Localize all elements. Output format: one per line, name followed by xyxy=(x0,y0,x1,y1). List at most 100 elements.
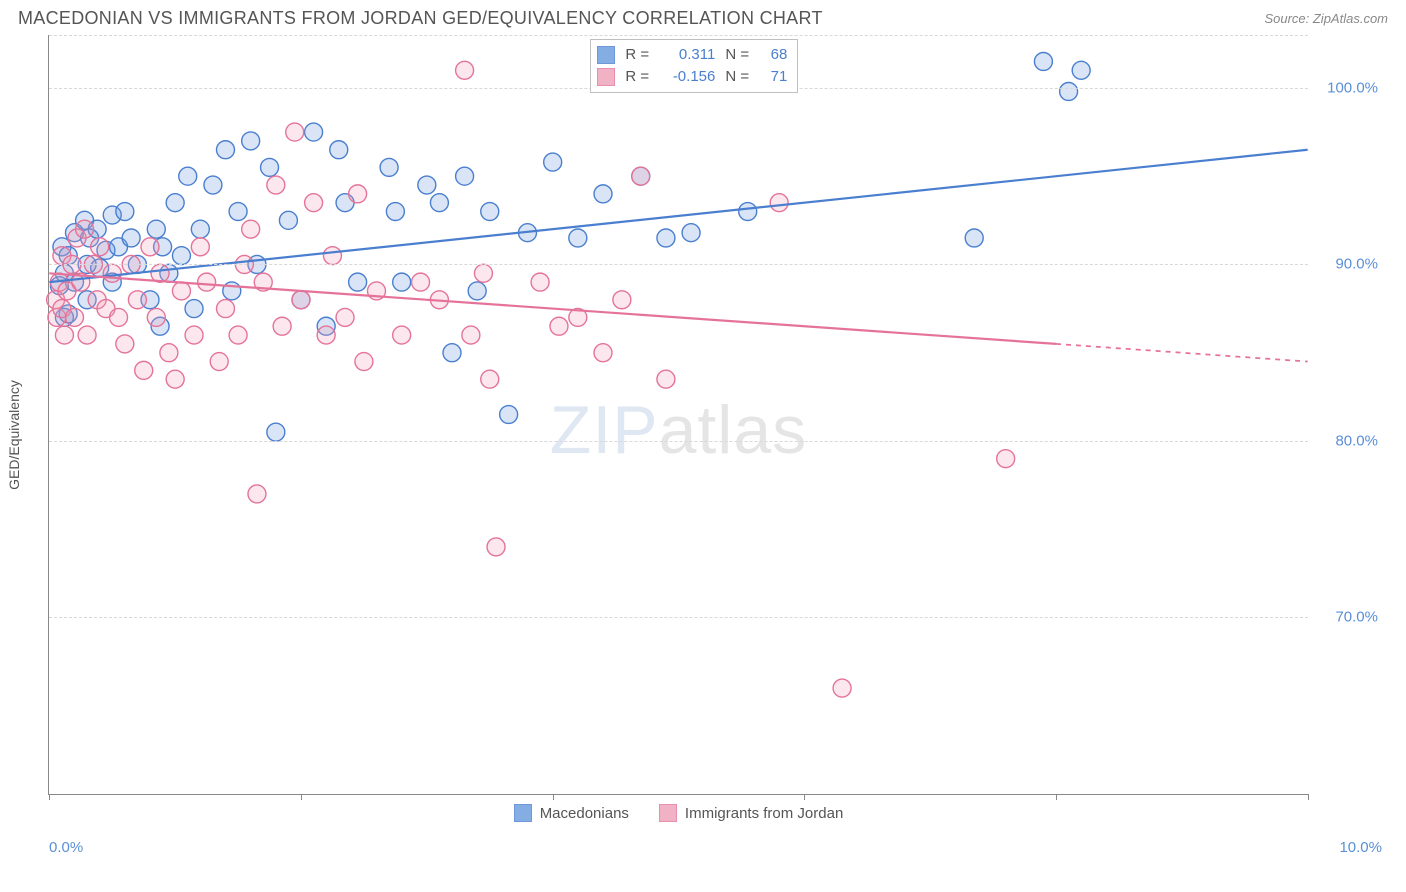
data-point-macedonians xyxy=(185,300,203,318)
data-point-jordan xyxy=(613,291,631,309)
data-point-jordan xyxy=(185,326,203,344)
legend-item-macedonians: Macedonians xyxy=(514,804,629,822)
data-point-jordan xyxy=(198,273,216,291)
data-point-jordan xyxy=(456,61,474,79)
data-point-jordan xyxy=(76,220,94,238)
x-tick-label-left: 0.0% xyxy=(49,839,83,856)
data-point-jordan xyxy=(833,679,851,697)
y-axis-label: GED/Equivalency xyxy=(6,380,22,490)
data-point-jordan xyxy=(462,326,480,344)
data-point-macedonians xyxy=(122,229,140,247)
data-point-macedonians xyxy=(242,132,260,150)
x-tick-mark xyxy=(804,794,805,800)
data-point-macedonians xyxy=(468,282,486,300)
correlation-legend-row-2: R = -0.156 N = 71 xyxy=(597,66,787,88)
data-point-macedonians xyxy=(500,406,518,424)
swatch-jordan-icon xyxy=(659,804,677,822)
data-point-macedonians xyxy=(349,273,367,291)
plot-area: ZIPatlas R = 0.311 N = 68 R = -0.156 N =… xyxy=(48,35,1308,795)
data-point-jordan xyxy=(103,264,121,282)
data-point-jordan xyxy=(997,450,1015,468)
r-value-jordan: -0.156 xyxy=(661,66,715,88)
data-point-jordan xyxy=(292,291,310,309)
data-point-macedonians xyxy=(267,423,285,441)
data-point-macedonians xyxy=(544,153,562,171)
y-tick-label: 90.0% xyxy=(1318,256,1378,273)
data-point-jordan xyxy=(248,485,266,503)
swatch-macedonians xyxy=(597,46,615,64)
data-point-jordan xyxy=(191,238,209,256)
data-point-jordan xyxy=(412,273,430,291)
data-point-macedonians xyxy=(481,203,499,221)
x-tick-mark xyxy=(49,794,50,800)
x-tick-label-right: 10.0% xyxy=(1339,839,1382,856)
data-point-jordan xyxy=(172,282,190,300)
data-point-jordan xyxy=(128,291,146,309)
data-point-macedonians xyxy=(380,158,398,176)
data-point-macedonians xyxy=(1060,82,1078,100)
data-point-macedonians xyxy=(217,141,235,159)
y-tick-label: 100.0% xyxy=(1318,79,1378,96)
data-point-jordan xyxy=(323,247,341,265)
data-point-jordan xyxy=(141,238,159,256)
series-legend: Macedonians Immigrants from Jordan xyxy=(49,804,1308,822)
data-point-macedonians xyxy=(204,176,222,194)
data-point-jordan xyxy=(217,300,235,318)
legend-label-jordan: Immigrants from Jordan xyxy=(685,805,843,822)
data-point-macedonians xyxy=(179,167,197,185)
data-point-jordan xyxy=(286,123,304,141)
data-point-jordan xyxy=(135,361,153,379)
gridline xyxy=(49,35,1308,36)
data-point-macedonians xyxy=(657,229,675,247)
n-value-macedonians: 68 xyxy=(761,44,787,66)
data-point-jordan xyxy=(317,326,335,344)
n-label: N = xyxy=(725,66,751,88)
data-point-jordan xyxy=(55,326,73,344)
data-point-macedonians xyxy=(418,176,436,194)
data-point-jordan xyxy=(336,308,354,326)
data-point-macedonians xyxy=(456,167,474,185)
x-tick-mark xyxy=(553,794,554,800)
data-point-jordan xyxy=(632,167,650,185)
data-point-macedonians xyxy=(443,344,461,362)
data-point-macedonians xyxy=(569,229,587,247)
data-point-jordan xyxy=(229,326,247,344)
data-point-jordan xyxy=(160,344,178,362)
swatch-jordan xyxy=(597,68,615,86)
data-point-macedonians xyxy=(191,220,209,238)
x-tick-mark xyxy=(1308,794,1309,800)
data-point-jordan xyxy=(474,264,492,282)
data-point-jordan xyxy=(267,176,285,194)
data-point-jordan xyxy=(481,370,499,388)
data-point-macedonians xyxy=(1034,52,1052,70)
data-point-macedonians xyxy=(261,158,279,176)
data-point-jordan xyxy=(273,317,291,335)
data-point-jordan xyxy=(531,273,549,291)
data-point-macedonians xyxy=(682,224,700,242)
data-point-macedonians xyxy=(430,194,448,212)
chart-header: MACEDONIAN VS IMMIGRANTS FROM JORDAN GED… xyxy=(0,0,1406,35)
data-point-macedonians xyxy=(386,203,404,221)
data-point-jordan xyxy=(242,220,260,238)
correlation-legend: R = 0.311 N = 68 R = -0.156 N = 71 xyxy=(590,39,798,93)
y-tick-label: 70.0% xyxy=(1318,609,1378,626)
gridline xyxy=(49,617,1308,618)
legend-label-macedonians: Macedonians xyxy=(540,805,629,822)
data-point-jordan xyxy=(147,308,165,326)
chart-svg xyxy=(49,35,1308,794)
data-point-macedonians xyxy=(594,185,612,203)
data-point-jordan xyxy=(349,185,367,203)
data-point-macedonians xyxy=(739,203,757,221)
x-tick-mark xyxy=(301,794,302,800)
trend-line-dashed-jordan xyxy=(1056,344,1308,362)
data-point-jordan xyxy=(66,308,84,326)
legend-item-jordan: Immigrants from Jordan xyxy=(659,804,843,822)
data-point-jordan xyxy=(91,238,109,256)
data-point-jordan xyxy=(116,335,134,353)
data-point-macedonians xyxy=(279,211,297,229)
data-point-macedonians xyxy=(172,247,190,265)
data-point-jordan xyxy=(550,317,568,335)
n-label: N = xyxy=(725,44,751,66)
data-point-macedonians xyxy=(147,220,165,238)
source-attribution: Source: ZipAtlas.com xyxy=(1264,11,1388,26)
